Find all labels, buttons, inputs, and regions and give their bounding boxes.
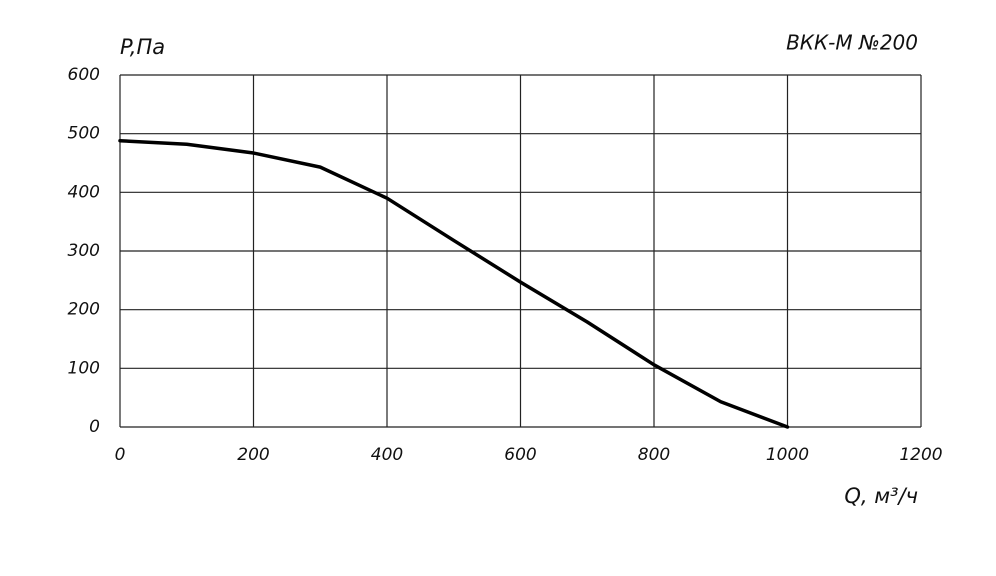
data-line [118,138,790,429]
x-tick-label: 1000 [766,445,809,465]
x-tick-label: 600 [504,445,536,465]
y-tick-label: 100 [68,358,100,378]
x-tick-label: 1200 [899,445,942,465]
y-tick-label: 600 [68,65,100,85]
x-tick-label: 200 [237,445,269,465]
y-axis-label: P,Па [120,35,165,59]
y-tick-label: 500 [68,124,100,144]
y-tick-label: 400 [68,182,100,202]
y-tick-label: 0 [89,417,100,437]
chart-title: ВКК-М №200 [786,31,918,55]
x-axis-label: Q, м³/ч [844,484,918,508]
y-tick-label: 200 [68,300,100,320]
x-tick-label: 400 [371,445,403,465]
y-tick-label: 300 [68,241,100,261]
x-tick-label: 800 [638,445,670,465]
x-tick-label: 0 [115,445,126,465]
